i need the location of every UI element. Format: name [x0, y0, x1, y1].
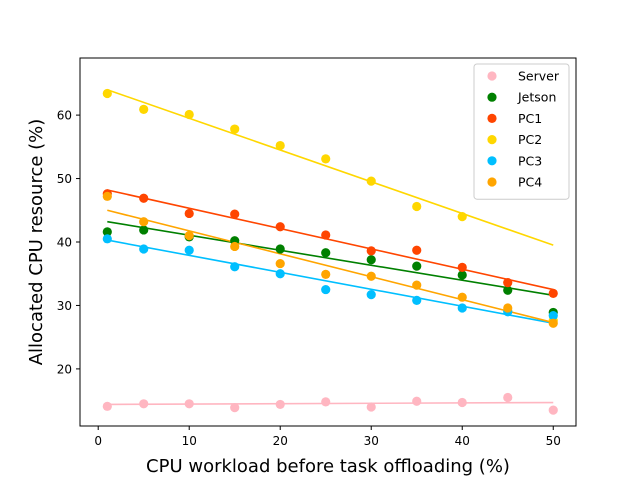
- data-point-server: [139, 399, 149, 409]
- data-point-pc1: [503, 278, 513, 288]
- data-point-jetson: [366, 255, 376, 265]
- legend-label: PC2: [518, 132, 542, 147]
- y-tick-label: 20: [57, 362, 72, 376]
- data-point-server: [548, 405, 558, 415]
- data-point-server: [321, 397, 331, 407]
- data-point-server: [102, 401, 112, 411]
- legend-marker: [487, 92, 497, 102]
- legend-marker: [487, 71, 497, 81]
- data-point-pc2: [102, 88, 112, 99]
- data-point-pc3: [230, 262, 240, 272]
- x-axis-ticks: 0 10 20 30 40 50: [94, 426, 561, 448]
- fit-line-jetson: [107, 220, 554, 297]
- data-point-pc2: [139, 104, 149, 114]
- data-point-pc3: [457, 303, 467, 313]
- legend-marker: [487, 156, 497, 166]
- data-point-pc2: [366, 176, 376, 186]
- y-tick-label: 50: [57, 172, 72, 186]
- data-point-jetson: [321, 248, 331, 258]
- data-point-pc1: [184, 208, 194, 219]
- data-point-pc4: [457, 292, 467, 302]
- data-point-pc3: [275, 269, 285, 279]
- data-point-jetson: [139, 225, 149, 235]
- data-point-pc1: [321, 230, 331, 240]
- data-point-jetson: [102, 227, 112, 237]
- data-point-pc3: [184, 245, 194, 255]
- data-point-pc1: [275, 222, 285, 232]
- data-point-pc2: [230, 124, 240, 134]
- legend-label: PC4: [518, 175, 542, 190]
- legend-label: Jetson: [517, 90, 556, 105]
- data-point-server: [412, 396, 422, 406]
- data-point-jetson: [412, 261, 422, 271]
- legend-label: PC3: [518, 153, 542, 168]
- legend-label: PC1: [518, 111, 542, 126]
- data-point-server: [457, 397, 467, 408]
- data-point-jetson: [503, 285, 513, 295]
- data-point-pc3: [102, 234, 112, 244]
- data-point-pc3: [139, 244, 149, 254]
- data-point-pc3: [366, 290, 376, 300]
- data-point-server: [275, 399, 285, 410]
- data-point-pc1: [548, 288, 558, 298]
- data-point-pc3: [412, 295, 422, 305]
- x-tick-label: 30: [364, 434, 379, 448]
- fit-line-server: [107, 401, 554, 406]
- data-point-pc1: [230, 209, 240, 219]
- legend-marker: [487, 135, 497, 145]
- data-point-pc4: [275, 258, 285, 269]
- y-axis-label: Allocated CPU resource (%): [26, 119, 47, 366]
- data-point-pc4: [321, 269, 331, 279]
- data-point-pc4: [412, 280, 422, 290]
- data-point-pc4: [139, 217, 149, 227]
- data-point-pc4: [503, 303, 513, 313]
- data-point-server: [366, 402, 376, 412]
- data-point-pc2: [275, 140, 285, 151]
- data-point-server: [184, 399, 194, 409]
- x-tick-label: 0: [94, 434, 102, 448]
- y-tick-label: 30: [57, 299, 72, 313]
- data-point-pc3: [321, 284, 331, 295]
- data-point-pc2: [321, 154, 331, 164]
- fit-line-pc4: [107, 209, 554, 324]
- y-axis-ticks: 20 30 40 50 60: [57, 109, 80, 376]
- fit-lines: [107, 88, 554, 406]
- x-tick-label: 40: [455, 434, 470, 448]
- data-point-pc4: [230, 241, 240, 252]
- legend: Server Jetson PC1 PC2 PC3 PC4: [473, 63, 570, 200]
- data-point-pc1: [457, 262, 467, 272]
- legend-label: Server: [518, 69, 560, 84]
- data-point-pc1: [412, 245, 422, 255]
- data-point-jetson: [457, 270, 467, 280]
- data-point-pc1: [366, 246, 376, 256]
- data-point-pc3: [548, 311, 558, 321]
- data-point-server: [230, 403, 240, 413]
- data-point-pc4: [548, 318, 558, 328]
- legend-marker: [487, 113, 497, 123]
- data-point-pc2: [457, 212, 467, 222]
- data-points: [102, 88, 558, 415]
- x-tick-label: 20: [273, 434, 288, 448]
- data-point-pc4: [366, 271, 376, 281]
- y-tick-label: 60: [57, 109, 72, 123]
- data-point-pc4: [102, 191, 112, 201]
- fit-line-pc3: [107, 239, 554, 325]
- x-tick-label: 10: [182, 434, 197, 448]
- x-axis-label: CPU workload before task offloading (%): [146, 456, 510, 477]
- data-point-server: [503, 392, 513, 403]
- y-tick-label: 40: [57, 236, 72, 250]
- fit-line-pc2: [107, 88, 554, 246]
- data-point-pc2: [412, 201, 422, 212]
- x-tick-label: 50: [546, 434, 561, 448]
- legend-box: [473, 63, 570, 200]
- legend-marker: [487, 177, 497, 187]
- fit-line-pc1: [107, 189, 554, 291]
- data-point-jetson: [275, 244, 285, 254]
- data-point-pc4: [184, 231, 194, 241]
- data-point-pc1: [139, 193, 149, 203]
- data-point-pc2: [184, 109, 194, 120]
